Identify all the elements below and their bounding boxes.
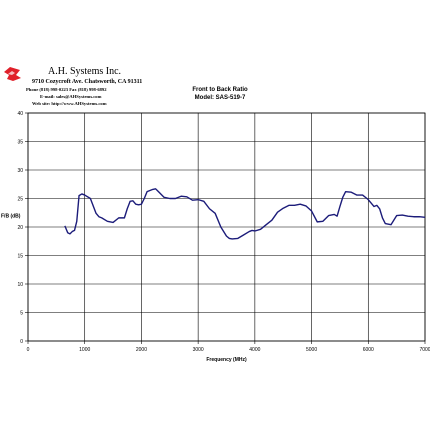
ah-systems-logo-icon — [4, 67, 21, 81]
x-tick-label: 0 — [27, 347, 30, 353]
company-address: 9710 Cozycroft Ave. Chatsworth, CA 91311 — [32, 79, 143, 85]
y-tick-label: 40 — [17, 111, 23, 117]
y-tick-label: 5 — [20, 310, 23, 316]
y-tick-label: 15 — [17, 253, 23, 259]
x-tick-label: 5000 — [306, 347, 317, 353]
chart-grid — [27, 112, 426, 342]
company-phone: Phone (818) 998-0223 Fax (818) 998-6892 — [26, 87, 107, 92]
y-tick-label: 0 — [20, 339, 23, 345]
company-website: Web site: http://www.AHSystems.com — [32, 101, 107, 106]
x-tick-label: 7000 — [419, 347, 430, 353]
x-tick-label: 1000 — [79, 347, 90, 353]
company-email: E-mail: sales@AHSystems.com — [40, 94, 102, 99]
x-tick-label: 6000 — [363, 347, 374, 353]
chart-title: Front to Back Ratio — [192, 87, 248, 93]
x-tick-label: 3000 — [193, 347, 204, 353]
y-axis-ticks: 0 5 10 15 20 25 30 35 40 — [17, 111, 28, 345]
y-tick-label: 35 — [17, 139, 23, 145]
chart-subtitle: Model: SAS-519-7 — [194, 95, 246, 101]
data-series — [64, 188, 426, 240]
x-tick-label: 4000 — [249, 347, 260, 353]
x-axis-ticks: 0 1000 2000 3000 4000 5000 6000 7000 — [27, 341, 430, 353]
letterhead: A.H. Systems Inc. 9710 Cozycroft Ave. Ch… — [0, 0, 430, 112]
y-tick-label: 20 — [17, 225, 23, 231]
x-axis-label: Frequency (MHz) — [206, 357, 247, 363]
y-tick-label: 10 — [17, 282, 23, 288]
series-line — [64, 188, 426, 240]
y-tick-label: 30 — [17, 168, 23, 174]
y-axis-label: F/B (dB) — [1, 214, 21, 220]
y-tick-label: 25 — [17, 196, 23, 202]
company-name: A.H. Systems Inc. — [48, 66, 122, 77]
x-tick-label: 2000 — [136, 347, 147, 353]
